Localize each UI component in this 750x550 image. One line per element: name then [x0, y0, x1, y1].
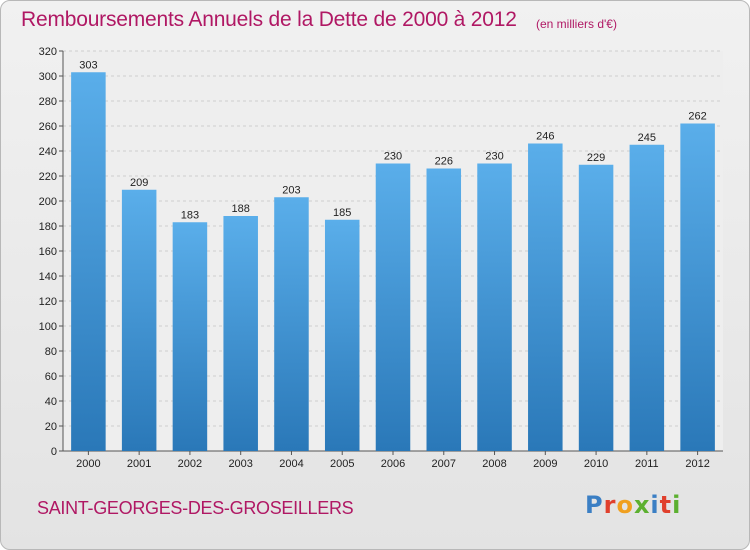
- data-label: 246: [536, 131, 554, 143]
- logo-letter: i: [650, 491, 660, 519]
- bar: [274, 197, 309, 451]
- commune-name: SAINT-GEORGES-DES-GROSEILLERS: [37, 498, 354, 518]
- logo-letter: o: [616, 491, 634, 519]
- x-tick-label: 2011: [635, 458, 659, 470]
- bar: [528, 143, 563, 451]
- bar: [172, 222, 208, 451]
- bar: [578, 164, 614, 451]
- x-tick-label: 2009: [533, 458, 557, 470]
- x-tick-label: 2005: [330, 458, 354, 470]
- proxiti-logo[interactable]: Proxiti: [585, 491, 681, 519]
- y-tick-label: 60: [45, 371, 57, 383]
- y-tick-label: 260: [39, 121, 57, 133]
- y-tick-label: 160: [39, 246, 57, 258]
- x-tick-label: 2004: [279, 458, 303, 470]
- x-tick-label: 2000: [76, 458, 100, 470]
- logo-letter: r: [603, 491, 617, 519]
- bar: [324, 219, 360, 451]
- x-tick-label: 2008: [482, 458, 506, 470]
- logo-letter: t: [659, 491, 673, 519]
- data-label: 230: [384, 151, 402, 163]
- x-tick-label: 2003: [228, 458, 252, 470]
- chart-title: Remboursements Annuels de la Dette de 20…: [21, 8, 517, 31]
- x-tick-label: 2006: [381, 458, 405, 470]
- y-tick-label: 80: [45, 346, 57, 358]
- y-tick-label: 200: [39, 196, 57, 208]
- x-tick-label: 2002: [178, 458, 202, 470]
- bar: [426, 168, 462, 451]
- data-label: 303: [79, 59, 97, 71]
- x-tick-label: 2012: [685, 458, 709, 470]
- chart-unit: (en milliers d'€): [536, 17, 617, 31]
- logo-letter: i: [672, 491, 682, 519]
- y-tick-label: 120: [39, 296, 57, 308]
- y-tick-label: 220: [39, 171, 57, 183]
- data-label: 245: [638, 132, 656, 144]
- bar: [375, 163, 411, 451]
- x-tick-label: 2010: [584, 458, 608, 470]
- data-label: 188: [232, 203, 250, 215]
- x-tick-label: 2007: [432, 458, 456, 470]
- logo-letter: P: [585, 491, 604, 519]
- data-label: 183: [181, 209, 199, 221]
- y-tick-label: 280: [39, 96, 57, 108]
- y-tick-label: 300: [39, 71, 57, 83]
- bar: [477, 163, 512, 451]
- y-tick-label: 0: [51, 446, 57, 458]
- bar: [71, 72, 106, 451]
- bar: [680, 123, 715, 451]
- data-label: 185: [333, 207, 351, 219]
- logo-letter: x: [633, 491, 651, 519]
- data-label: 209: [130, 177, 148, 189]
- data-label: 229: [587, 152, 605, 164]
- y-tick-label: 40: [45, 396, 57, 408]
- y-tick-label: 180: [39, 221, 57, 233]
- y-tick-label: 240: [39, 146, 57, 158]
- data-label: 203: [282, 184, 300, 196]
- data-label: 230: [485, 151, 503, 163]
- y-tick-label: 320: [39, 46, 57, 58]
- data-label: 226: [435, 156, 453, 168]
- y-tick-label: 100: [39, 321, 57, 333]
- bar: [121, 189, 157, 451]
- x-tick-label: 2001: [127, 458, 151, 470]
- y-tick-label: 140: [39, 271, 57, 283]
- y-tick-label: 20: [45, 421, 57, 433]
- data-label: 262: [688, 111, 706, 123]
- bar: [223, 216, 258, 451]
- bar: [629, 144, 665, 451]
